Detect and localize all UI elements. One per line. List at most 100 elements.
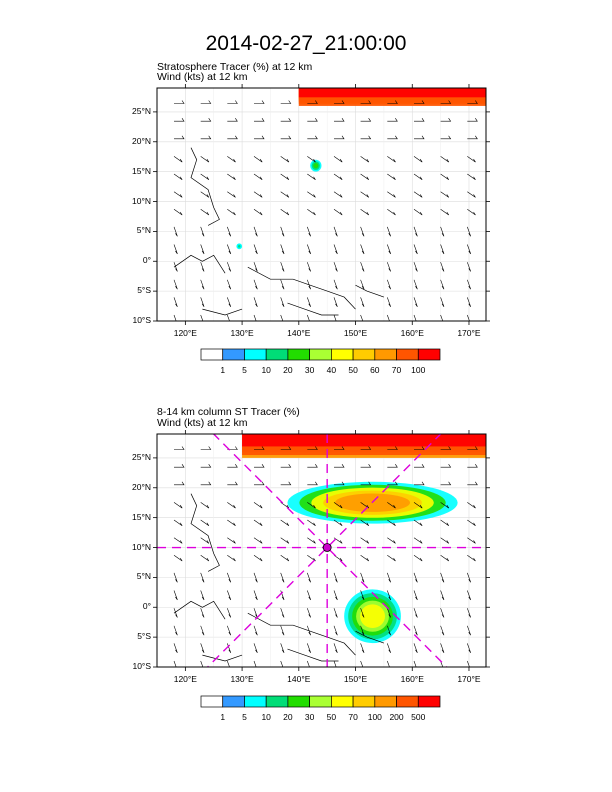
- colorbar-label: 70: [391, 365, 402, 375]
- wind-barb: [280, 481, 292, 486]
- wind-barb: [307, 314, 310, 321]
- wind-barb: [467, 262, 471, 272]
- wind-barb: [200, 660, 204, 667]
- marker-point: [322, 543, 332, 552]
- wind-barb: [467, 660, 470, 667]
- coastline: [190, 493, 220, 572]
- wind-barb: [334, 118, 345, 122]
- wind-barb: [254, 446, 265, 450]
- wind-barb: [387, 156, 396, 163]
- wind-barb: [307, 537, 316, 544]
- coastline: [355, 284, 385, 298]
- wind-barb: [200, 173, 210, 181]
- wind-barb: [440, 262, 445, 272]
- wind-barb: [387, 608, 391, 618]
- colorbar-swatch: [374, 695, 397, 708]
- wind-barb: [280, 173, 290, 181]
- wind-barb: [467, 118, 478, 122]
- wind-barb: [413, 608, 418, 618]
- wind-barb: [333, 297, 338, 307]
- wind-barb: [360, 464, 372, 468]
- wind-barb: [440, 446, 452, 450]
- wind-barb: [254, 100, 265, 104]
- colorbar-label: 20: [283, 712, 293, 722]
- wind-barb: [467, 314, 470, 321]
- wind-barb: [440, 572, 445, 583]
- wind-barb: [227, 660, 230, 667]
- wind-barb: [440, 519, 450, 527]
- wind-barb: [333, 608, 338, 618]
- colorbar-label: 20: [283, 365, 293, 375]
- wind-barb: [173, 625, 178, 636]
- wind-barb: [440, 625, 445, 636]
- colorbar-label: 30: [304, 365, 315, 375]
- wind-barb: [413, 643, 418, 653]
- wind-barb: [467, 226, 471, 237]
- colorbar-label: 10: [261, 712, 271, 722]
- wind-barb: [333, 191, 343, 198]
- wind-barb: [413, 502, 423, 509]
- map-panel-top: [153, 84, 490, 361]
- wind-barb: [387, 314, 390, 321]
- coastline: [247, 266, 356, 310]
- wind-barb: [280, 314, 284, 321]
- wind-barb: [413, 660, 417, 667]
- map-frame: [156, 433, 487, 668]
- wind-barb: [307, 297, 311, 307]
- wind-barb: [360, 156, 370, 163]
- wind-barb: [414, 481, 425, 486]
- wind-barb: [387, 244, 391, 255]
- wind-barb: [467, 297, 471, 307]
- colorbar-swatch: [396, 695, 419, 708]
- y-tick-label: 0°: [142, 601, 151, 612]
- wind-barb: [333, 555, 343, 562]
- wind-barb: [333, 643, 338, 653]
- wind-barb: [227, 446, 238, 450]
- wind-barb: [280, 226, 285, 237]
- wind-barb: [253, 173, 263, 181]
- wind-barb: [360, 100, 372, 104]
- wind-barb: [280, 297, 285, 307]
- wind-barb: [200, 590, 205, 601]
- x-tick-label: 130°E: [230, 674, 254, 684]
- wind-barb: [200, 572, 205, 583]
- figure-title: 2014-02-27_21:00:00: [205, 32, 407, 55]
- wind-barb: [467, 625, 471, 636]
- wind-barb: [387, 173, 396, 181]
- colorbar-swatch: [352, 695, 376, 708]
- wind-barb: [173, 156, 183, 163]
- wind-barb: [467, 446, 478, 450]
- colorbar-swatch: [244, 348, 267, 361]
- wind-barb: [440, 464, 452, 468]
- wind-barb: [440, 226, 445, 237]
- wind-barb: [467, 156, 476, 163]
- y-tick-label: 5°N: [136, 225, 151, 236]
- wind-barb: [253, 608, 258, 618]
- wind-barb: [440, 173, 450, 181]
- wind-barb: [253, 643, 258, 653]
- wind-barb: [200, 226, 205, 237]
- wind-barb: [334, 446, 345, 450]
- wind-barb: [200, 191, 210, 198]
- wind-barb: [173, 173, 183, 181]
- wind-barb: [200, 481, 212, 486]
- colorbar-swatch: [331, 695, 354, 708]
- wind-barb: [173, 279, 178, 290]
- wind-barb: [280, 537, 290, 544]
- wind-barb: [280, 135, 292, 140]
- wind-barb: [227, 502, 236, 509]
- wind-barb: [200, 643, 205, 653]
- wind-barb: [253, 537, 263, 544]
- wind-barb: [253, 297, 258, 307]
- colorbar-label: 200: [389, 712, 404, 722]
- wind-barb: [173, 262, 178, 272]
- wind-barb: [387, 572, 391, 583]
- coastline: [355, 630, 385, 644]
- colorbar-label: 30: [304, 712, 315, 722]
- wind-barb: [227, 464, 238, 468]
- wind-barb: [334, 481, 345, 486]
- wind-barb: [360, 118, 372, 122]
- wind-barb: [227, 173, 236, 181]
- y-tick-label: 15°N: [132, 165, 151, 176]
- colorbar-swatch: [309, 348, 332, 361]
